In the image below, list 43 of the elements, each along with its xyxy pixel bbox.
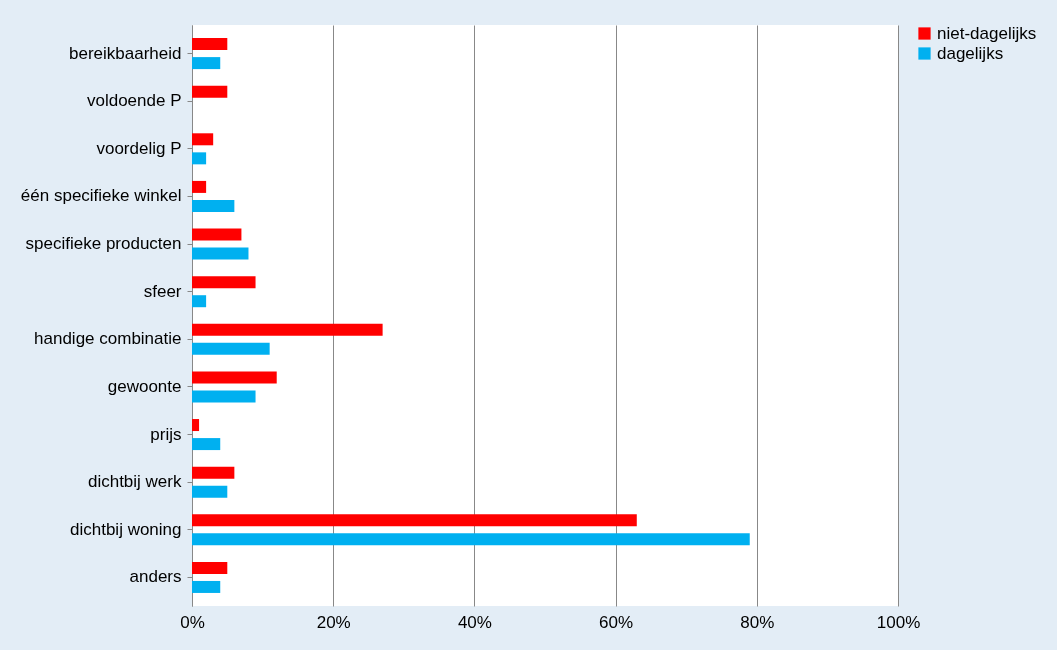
y-tick-label: specifieke producten [25,234,182,254]
y-tick-label: prijs [150,424,182,444]
legend-label: dagelijks [937,43,1004,63]
bar [192,438,221,451]
y-tick-label: voldoende P [86,91,182,111]
bar [192,323,383,336]
y-tick-label: sfeer [143,281,182,301]
bar [192,419,200,432]
bar [192,180,207,193]
bar [192,152,207,165]
bar [192,371,277,384]
bar [192,485,228,498]
bar [192,133,214,146]
bar [192,466,235,479]
bar [192,85,228,98]
x-tick-label: 60% [599,612,634,632]
y-tick-label: dichtbij werk [87,472,182,492]
y-tick-label: anders [129,567,182,587]
x-tick-label: 40% [457,612,492,632]
bar [192,199,235,212]
bar [192,57,221,70]
bar [192,342,270,355]
y-tick-label: handige combinatie [34,329,182,349]
x-tick-label: 20% [316,612,351,632]
bar [192,514,637,527]
bar [192,390,256,403]
y-tick-label: gewoonte [107,376,182,396]
x-tick-label: 80% [740,612,775,632]
bar [192,228,242,241]
y-tick-label: bereikbaarheid [69,43,182,63]
bar [192,295,207,308]
bar [192,533,750,546]
x-tick-label: 0% [180,612,205,632]
bar [192,247,249,260]
bar [192,38,228,51]
bar [192,561,228,574]
y-tick-label: dichtbij woning [69,519,182,539]
y-tick-label: één specifieke winkel [20,186,182,206]
y-tick-label: voordelig P [96,138,182,158]
x-tick-label: 100% [876,612,921,632]
bar [192,276,256,289]
bar [192,580,221,593]
legend-label: niet-dagelijks [937,23,1037,43]
